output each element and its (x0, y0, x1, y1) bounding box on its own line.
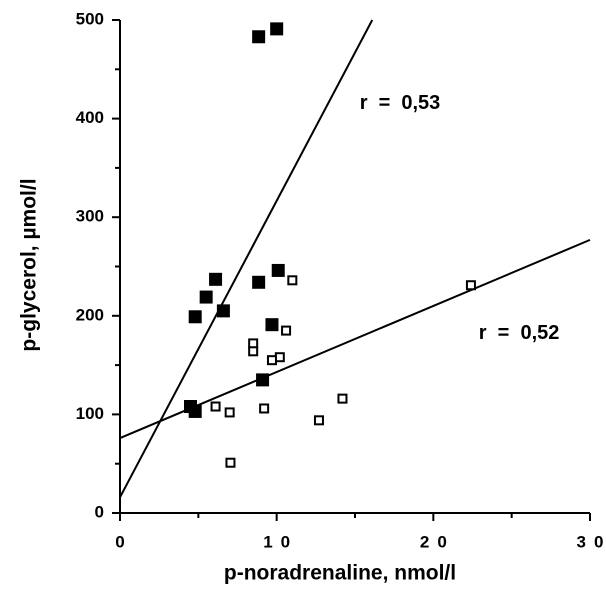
point (248, 346, 259, 357)
x-tick-label: 10 (263, 532, 298, 551)
point (281, 325, 292, 336)
point (216, 304, 230, 318)
y-axis-title: p-glycerol, µmol/l (18, 178, 41, 351)
y-tick-label: 0 (95, 502, 104, 521)
x-tick-label: 0 (115, 532, 132, 551)
point (252, 275, 266, 289)
y-tick-label: 300 (76, 207, 104, 226)
x-tick-label: 20 (420, 532, 455, 551)
point (248, 338, 259, 349)
point (256, 373, 270, 387)
point (209, 272, 223, 286)
point (465, 280, 476, 291)
point (270, 22, 284, 36)
point (210, 401, 221, 412)
point (313, 415, 324, 426)
x-tick-label: 30 (577, 532, 606, 551)
y-tick-label: 100 (76, 404, 104, 423)
point (188, 404, 202, 418)
point (265, 318, 279, 332)
regression-line (119, 19, 374, 498)
point (274, 352, 285, 363)
y-tick-label: 400 (76, 108, 104, 127)
annotation: r = 0,53 (360, 92, 441, 114)
point (287, 275, 298, 286)
annotation: r = 0,52 (479, 322, 560, 344)
point (199, 290, 213, 304)
point (252, 30, 266, 44)
x-axis-title: p-noradrenaline, nmol/l (224, 562, 456, 585)
point (224, 407, 235, 418)
y-tick-label: 200 (76, 305, 104, 324)
point (266, 355, 277, 366)
y-tick-label: 500 (76, 9, 104, 28)
point (337, 393, 348, 404)
point (259, 403, 270, 414)
point (188, 310, 202, 324)
point (225, 457, 236, 468)
point (271, 263, 285, 277)
